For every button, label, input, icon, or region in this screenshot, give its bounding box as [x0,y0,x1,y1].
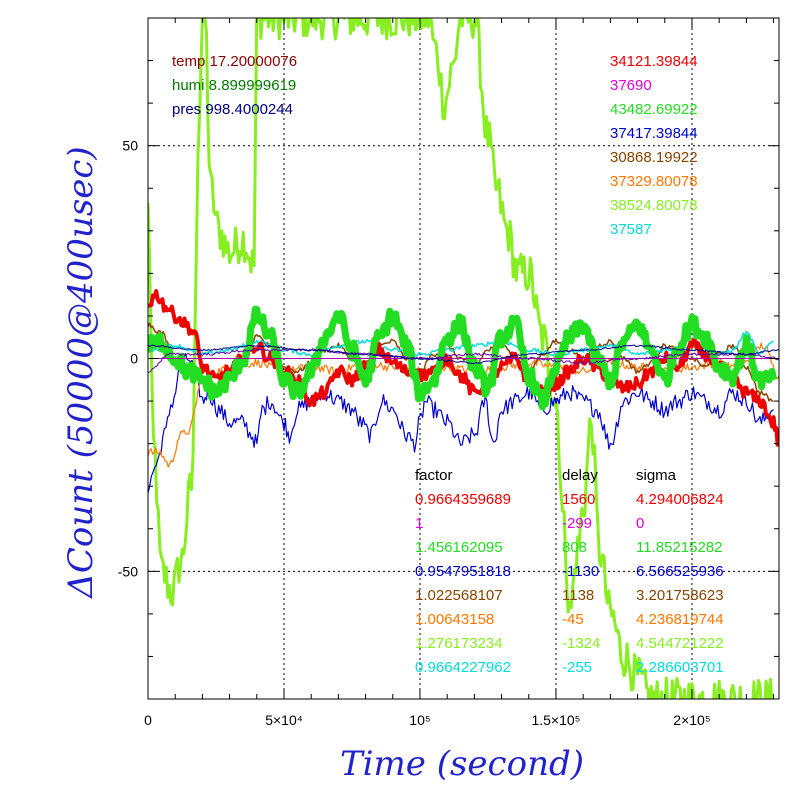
series-line-1 [148,353,774,494]
baseline-value-2: 43482.69922 [610,101,698,118]
baseline-value-7: 37587 [610,221,652,238]
table-cell-factor-6: 1.276173234 [415,635,503,652]
baseline-value-1: 37690 [610,77,652,94]
x-tick-label-4: 2×10⁵ [673,712,710,728]
table-cell-factor-3: 0.9547951818 [415,563,511,580]
table-cell-factor-5: 1.00643158 [415,611,494,628]
table-header-sigma: sigma [636,467,677,484]
table-cell-sigma-4: 3.201758623 [636,587,724,604]
x-tick-label-1: 5×10⁴ [265,712,303,728]
x-tick-label-3: 1.5×10⁵ [531,712,580,728]
x-tick-label-2: 10⁵ [409,712,430,728]
series-layer [148,18,779,699]
y-tick-label-0: -50 [118,563,138,579]
annotations: temp 17.20000076 humi 8.899999619 pres 998… [172,53,724,676]
table-cell-factor-7: 0.9664227962 [415,659,511,676]
baseline-value-0: 34121.39844 [610,53,698,70]
env-reading-1: humi 8.899999619 [172,77,296,94]
baseline-value-3: 37417.39844 [610,125,698,142]
env-reading-2: pres 998.4000244 [172,101,293,118]
y-tick-label-1: 0 [130,351,138,367]
y-tick-label-2: 50 [122,138,138,154]
table-cell-sigma-3: 6.566525936 [636,563,724,580]
series-line-8 [148,348,779,373]
series-line-0 [148,18,774,699]
table-header-factor: factor [415,467,453,484]
table-cell-delay-2: 808 [562,539,587,556]
x-axis-title: Time (second) [340,744,584,784]
table-cell-delay-4: 1138 [562,587,594,604]
table-cell-factor-0: 0.9664359689 [415,491,511,508]
series-line-6 [148,305,778,411]
table-cell-sigma-1: 0 [636,515,644,532]
y-axis-title: ΔCount (50000@400usec) [61,146,101,599]
table-cell-factor-1: 1 [415,515,423,532]
ticks: 0 5×10⁴ 10⁵ 1.5×10⁵ 2×10⁵ -50 0 50 [118,18,779,728]
table-cell-sigma-5: 4.236819744 [636,611,724,628]
table-cell-factor-4: 1.022568107 [415,587,503,604]
baseline-value-6: 38524.80078 [610,197,698,214]
table-cell-delay-5: -45 [562,611,584,628]
env-reading-0: temp 17.20000076 [172,53,297,70]
table-cell-sigma-6: 4.544721222 [636,635,724,652]
table-header-delay: delay [562,467,598,484]
baseline-value-4: 30868.19922 [610,149,698,166]
series-line-9 [148,344,779,364]
table-cell-delay-1: -299 [562,515,592,532]
table-cell-delay-0: 1560 [562,491,595,508]
baseline-value-5: 37329.80078 [610,173,698,190]
table-cell-factor-2: 1.456162095 [415,539,503,556]
table-cell-delay-7: -255 [562,659,592,676]
table-cell-delay-6: -1324 [562,635,600,652]
table-cell-sigma-7: 2.286603701 [636,659,724,676]
table-cell-delay-3: -1130 [562,563,599,580]
table-cell-sigma-0: 4.294006824 [636,491,724,508]
table-cell-sigma-2: 11.85215282 [636,539,722,556]
x-tick-label-0: 0 [144,712,152,728]
